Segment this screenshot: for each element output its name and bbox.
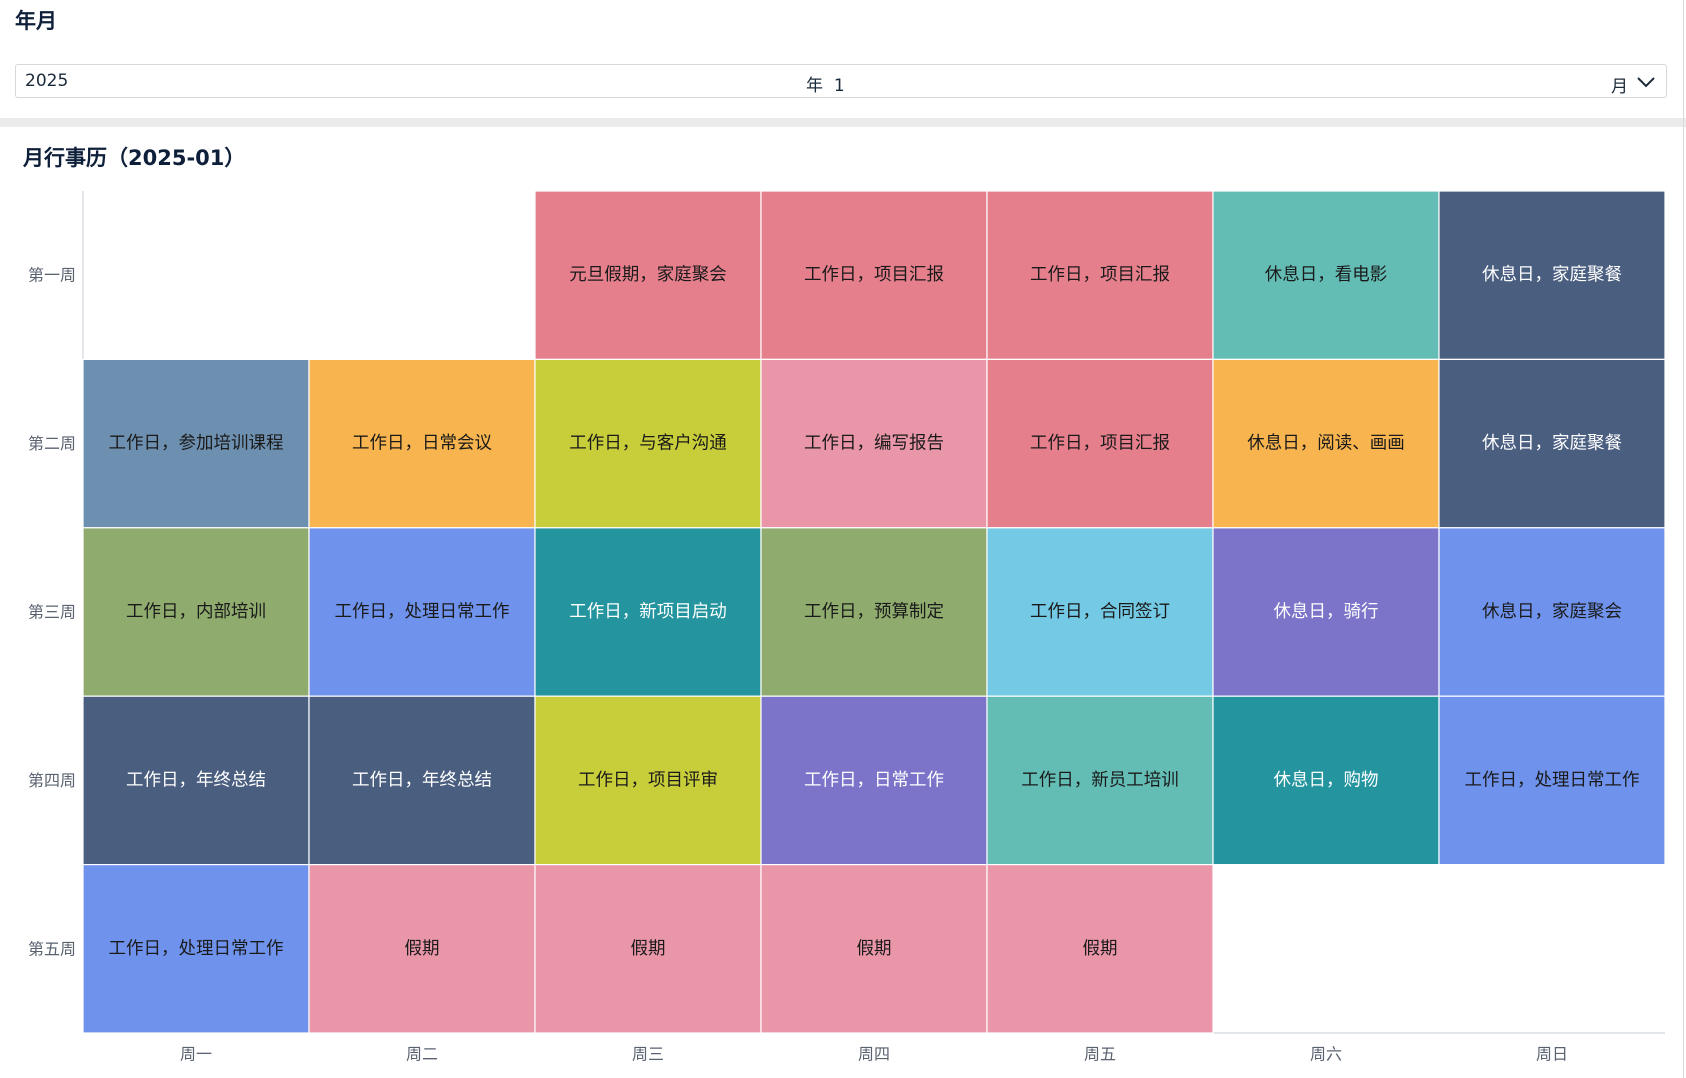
cell-label: 休息日，阅读、画画 [1247,434,1405,454]
calendar-cell[interactable] [1212,358,1440,529]
cell-label: 工作日，内部培训 [126,602,266,622]
x-tick-label: 周二 [406,1045,438,1064]
cell-label: 工作日，处理日常工作 [335,602,510,622]
cell-label: 休息日，购物 [1274,770,1379,790]
x-tick-label: 周四 [858,1045,890,1064]
cell-label: 假期 [405,939,440,959]
cell-label: 工作日，处理日常工作 [1465,770,1640,790]
cell-label: 休息日，骑行 [1274,602,1379,622]
calendar-cell[interactable] [308,695,536,866]
cell-label: 工作日，新员工培训 [1021,770,1179,790]
cell-label: 工作日，预算制定 [804,602,944,622]
calendar-cell[interactable] [308,527,536,697]
cell-label: 休息日，家庭聚会 [1482,602,1622,622]
calendar-cell[interactable] [308,358,536,529]
cell-label: 工作日，项目汇报 [1030,434,1170,454]
y-tick-label: 第一周 [28,266,76,285]
calendar-cell[interactable] [308,863,536,1034]
calendar-cell[interactable] [1212,695,1440,866]
calendar-cell[interactable] [986,190,1214,360]
cell-label: 假期 [631,939,666,959]
calendar-cell[interactable] [986,527,1214,697]
cell-label: 休息日，看电影 [1265,265,1388,285]
calendar-cell[interactable] [1438,358,1666,529]
y-tick-label: 第二周 [28,434,76,453]
cell-label: 工作日，年终总结 [352,770,492,790]
y-tick-label: 第五周 [28,939,76,958]
calendar-cell[interactable] [82,695,310,866]
chart-title: 月行事历（2025-01） [23,146,246,170]
cell-label: 工作日，合同签订 [1030,602,1170,622]
year-value: 2025 [25,71,69,91]
x-tick-label: 周日 [1536,1045,1568,1064]
y-tick-label: 第四周 [28,771,76,790]
cell-label: 工作日，项目汇报 [804,265,944,285]
year-month-title: 年月 [15,9,57,33]
year-unit-label: 年 [806,76,823,96]
cell-label: 休息日，家庭聚餐 [1482,434,1622,454]
year-month-picker[interactable]: 2025 年 1 月 [15,64,1667,98]
calendar-cell[interactable] [82,527,310,697]
x-tick-label: 周一 [180,1045,212,1064]
cell-label: 假期 [1083,939,1118,959]
month-value: 1 [833,76,845,96]
calendar-cell[interactable] [1212,190,1440,360]
cell-label: 休息日，家庭聚餐 [1482,265,1622,285]
y-tick-label: 第三周 [28,603,76,622]
calendar-cell[interactable] [82,863,310,1034]
x-tick-label: 周六 [1310,1045,1342,1064]
cell-label: 工作日，项目评审 [578,770,718,790]
cell-label: 工作日，项目汇报 [1030,265,1170,285]
calendar-cell[interactable] [986,358,1214,529]
x-tick-label: 周三 [632,1045,664,1064]
scrollbar-edge [1683,0,1684,1078]
calendar-cell[interactable] [1212,527,1440,697]
cell-label: 工作日，新项目启动 [569,602,727,622]
calendar-cell[interactable] [534,358,762,529]
section-divider [0,118,1686,127]
cell-label: 工作日，年终总结 [126,770,266,790]
cell-label: 元旦假期，家庭聚会 [569,265,727,285]
calendar-cell[interactable] [760,358,988,529]
x-tick-label: 周五 [1084,1045,1116,1064]
cell-label: 工作日，处理日常工作 [109,939,284,959]
cell-label: 工作日，参加培训课程 [109,434,284,454]
calendar-cell[interactable] [1438,695,1666,866]
month-display: 年 1 [806,71,845,96]
calendar-cell[interactable] [760,190,988,360]
calendar-cell[interactable] [1438,190,1666,360]
calendar-cell[interactable] [82,358,310,529]
cell-label: 工作日，编写报告 [804,434,944,454]
cell-label: 假期 [857,939,892,959]
cell-label: 工作日，与客户沟通 [569,434,727,454]
calendar-cell[interactable] [534,695,762,866]
calendar-cell[interactable] [534,863,762,1034]
cell-label: 工作日，日常工作 [804,770,944,790]
chevron-down-icon[interactable] [1634,71,1658,93]
month-unit-label: 月 [1611,77,1628,97]
calendar-cell[interactable] [1438,527,1666,697]
calendar-cell[interactable] [760,695,988,866]
calendar-cell[interactable] [760,527,988,697]
calendar-cell[interactable] [986,863,1214,1034]
cell-label: 工作日，日常会议 [352,434,492,454]
